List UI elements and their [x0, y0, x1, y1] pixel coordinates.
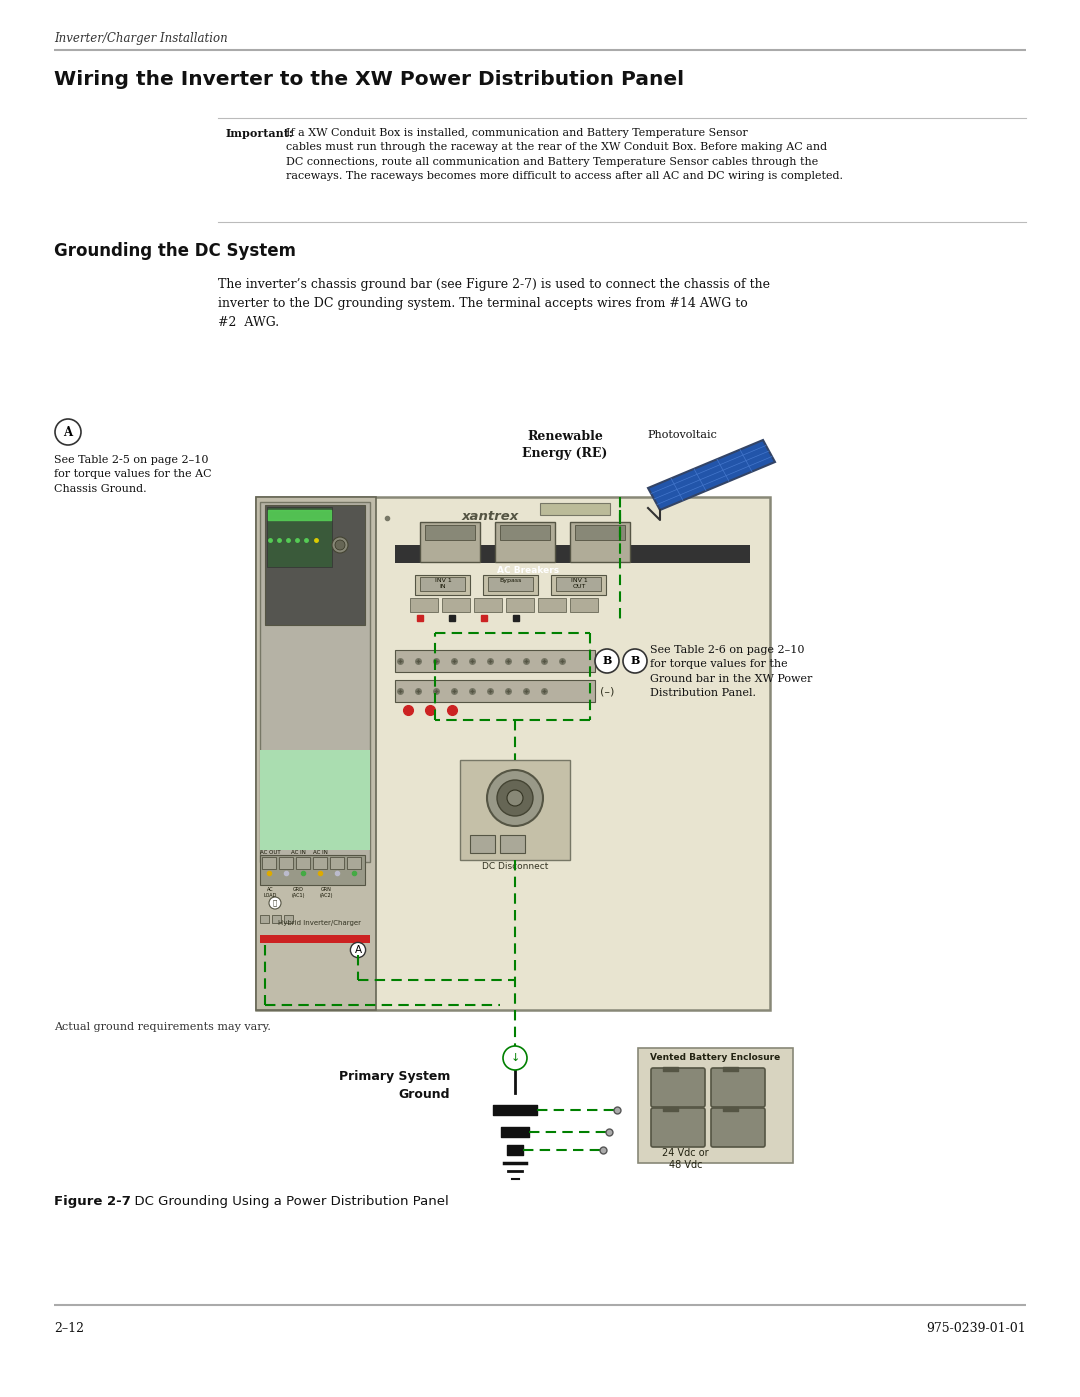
Circle shape — [269, 897, 281, 909]
Circle shape — [335, 541, 345, 550]
Text: 24 Vdc or
48 Vdc: 24 Vdc or 48 Vdc — [662, 1148, 708, 1171]
FancyBboxPatch shape — [420, 577, 465, 591]
Text: See Table 2-5 on page 2–10
for torque values for the AC
Chassis Ground.: See Table 2-5 on page 2–10 for torque va… — [54, 455, 212, 493]
FancyBboxPatch shape — [488, 577, 534, 591]
FancyBboxPatch shape — [395, 545, 750, 563]
FancyBboxPatch shape — [540, 503, 610, 515]
Text: INV 1
IN: INV 1 IN — [434, 578, 451, 588]
Text: ⏚: ⏚ — [273, 900, 278, 907]
Polygon shape — [648, 440, 775, 510]
Text: GRD
(AC1): GRD (AC1) — [292, 887, 305, 898]
FancyBboxPatch shape — [556, 577, 600, 591]
FancyBboxPatch shape — [267, 507, 332, 567]
FancyBboxPatch shape — [410, 598, 438, 612]
FancyBboxPatch shape — [347, 856, 361, 869]
FancyBboxPatch shape — [507, 598, 534, 612]
FancyBboxPatch shape — [296, 856, 310, 869]
FancyBboxPatch shape — [415, 576, 470, 595]
Text: DC Grounding Using a Power Distribution Panel: DC Grounding Using a Power Distribution … — [126, 1194, 449, 1208]
FancyBboxPatch shape — [575, 525, 625, 541]
Text: Primary System
Ground: Primary System Ground — [339, 1070, 450, 1101]
Text: AC Breakers: AC Breakers — [497, 566, 559, 576]
Circle shape — [503, 1046, 527, 1070]
Text: A: A — [64, 426, 72, 439]
FancyBboxPatch shape — [265, 504, 365, 624]
Text: Figure 2-7: Figure 2-7 — [54, 1194, 131, 1208]
Text: AC IN: AC IN — [312, 849, 327, 855]
Text: The inverter’s chassis ground bar (see Figure 2-7) is used to connect the chassi: The inverter’s chassis ground bar (see F… — [218, 278, 770, 330]
Text: Vented Battery Enclosure: Vented Battery Enclosure — [650, 1053, 781, 1062]
FancyBboxPatch shape — [272, 915, 281, 923]
FancyBboxPatch shape — [279, 856, 293, 869]
FancyBboxPatch shape — [260, 855, 365, 886]
FancyBboxPatch shape — [420, 522, 480, 562]
Text: 975-0239-01-01: 975-0239-01-01 — [927, 1322, 1026, 1336]
Text: DC Disconnect: DC Disconnect — [482, 862, 549, 870]
FancyBboxPatch shape — [395, 680, 595, 703]
Circle shape — [55, 419, 81, 446]
Text: If a XW Conduit Box is installed, communication and Battery Temperature Sensor
c: If a XW Conduit Box is installed, commun… — [286, 129, 843, 182]
Circle shape — [623, 650, 647, 673]
FancyBboxPatch shape — [483, 576, 538, 595]
FancyBboxPatch shape — [551, 576, 606, 595]
Text: B: B — [603, 655, 611, 666]
FancyBboxPatch shape — [500, 525, 550, 541]
Text: 2–12: 2–12 — [54, 1322, 84, 1336]
FancyBboxPatch shape — [570, 598, 598, 612]
Circle shape — [332, 536, 348, 553]
Text: A: A — [354, 944, 362, 956]
FancyBboxPatch shape — [651, 1108, 705, 1147]
Text: Wiring the Inverter to the XW Power Distribution Panel: Wiring the Inverter to the XW Power Dist… — [54, 70, 684, 89]
FancyBboxPatch shape — [495, 522, 555, 562]
Text: AC
LOAD: AC LOAD — [264, 887, 276, 898]
FancyBboxPatch shape — [638, 1048, 793, 1162]
FancyBboxPatch shape — [460, 760, 570, 861]
Text: (–): (–) — [599, 686, 615, 696]
FancyBboxPatch shape — [260, 915, 269, 923]
FancyBboxPatch shape — [256, 497, 770, 1010]
Circle shape — [487, 770, 543, 826]
Text: Hybrid Inverter/Charger: Hybrid Inverter/Charger — [279, 921, 362, 926]
Text: xantrex: xantrex — [461, 510, 518, 522]
Circle shape — [497, 780, 534, 816]
Text: Actual ground requirements may vary.: Actual ground requirements may vary. — [54, 1023, 271, 1032]
FancyBboxPatch shape — [260, 750, 370, 849]
FancyBboxPatch shape — [500, 835, 525, 854]
FancyBboxPatch shape — [470, 835, 495, 854]
Text: INV 1
OUT: INV 1 OUT — [570, 578, 588, 588]
Circle shape — [507, 789, 523, 806]
FancyBboxPatch shape — [426, 525, 475, 541]
Text: Grounding the DC System: Grounding the DC System — [54, 242, 296, 260]
FancyBboxPatch shape — [284, 915, 293, 923]
FancyBboxPatch shape — [711, 1108, 765, 1147]
FancyBboxPatch shape — [711, 1067, 765, 1106]
FancyBboxPatch shape — [538, 598, 566, 612]
FancyBboxPatch shape — [260, 502, 370, 862]
Text: See Table 2-6 on page 2–10
for torque values for the
Ground bar in the XW Power
: See Table 2-6 on page 2–10 for torque va… — [650, 645, 812, 698]
FancyBboxPatch shape — [260, 935, 370, 943]
FancyBboxPatch shape — [330, 856, 345, 869]
Circle shape — [595, 650, 619, 673]
FancyBboxPatch shape — [395, 650, 595, 672]
FancyBboxPatch shape — [256, 497, 376, 1010]
Text: Inverter/Charger Installation: Inverter/Charger Installation — [54, 32, 228, 45]
FancyBboxPatch shape — [442, 598, 470, 612]
Text: GRN
(AC2): GRN (AC2) — [320, 887, 333, 898]
FancyBboxPatch shape — [262, 856, 276, 869]
FancyBboxPatch shape — [313, 856, 327, 869]
Text: Renewable
Energy (RE): Renewable Energy (RE) — [523, 430, 608, 460]
FancyBboxPatch shape — [474, 598, 502, 612]
Text: Important:: Important: — [226, 129, 294, 138]
FancyBboxPatch shape — [651, 1067, 705, 1106]
Text: Photovoltaic: Photovoltaic — [647, 430, 717, 440]
Text: ↓: ↓ — [511, 1053, 519, 1063]
Text: AC IN: AC IN — [291, 849, 306, 855]
Text: AC OUT: AC OUT — [259, 849, 281, 855]
Text: B: B — [631, 655, 639, 666]
Text: Bypass: Bypass — [500, 578, 523, 583]
FancyBboxPatch shape — [570, 522, 630, 562]
